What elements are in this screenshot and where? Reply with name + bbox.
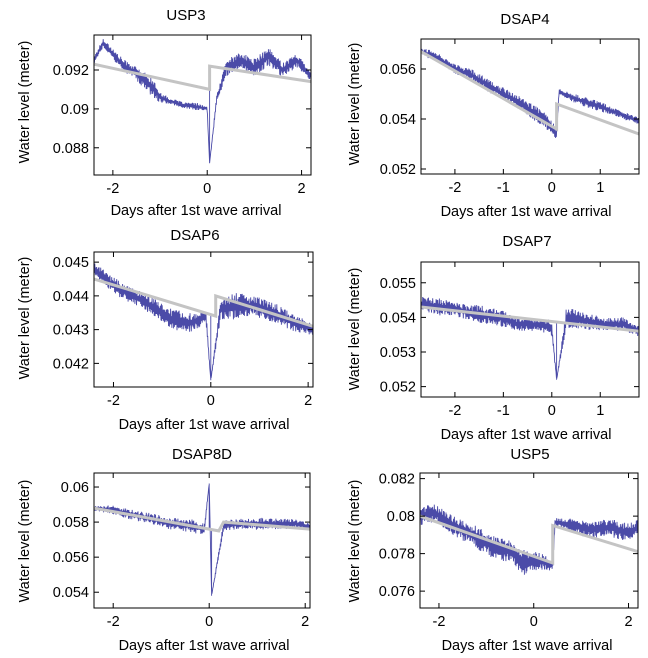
y-axis-label: Water level (meter) xyxy=(347,480,363,603)
y-tick-label: 0.055 xyxy=(380,276,416,292)
x-tick-label: -2 xyxy=(106,181,119,197)
series-trend-line xyxy=(94,277,313,328)
x-tick-label: 2 xyxy=(298,181,306,197)
x-tick-label: 1 xyxy=(596,403,604,419)
plot-area: -2 0 2 0.088 0.09 0.092 xyxy=(53,34,312,197)
plot-area: -2 0 2 0.054 0.056 0.058 0.06 xyxy=(53,472,311,630)
panel-dsap8d: DSAP8D Water level (meter) Days after 1s… xyxy=(17,446,311,654)
x-tick-label: 2 xyxy=(301,614,309,630)
y-tick-label: 0.052 xyxy=(380,380,416,396)
y-axis-label: Water level (meter) xyxy=(17,41,33,164)
y-tick-label: 0.056 xyxy=(53,550,89,566)
x-tick-label: 0 xyxy=(207,393,215,409)
x-tick-label: -2 xyxy=(107,393,120,409)
plot-area: -2 0 2 0.042 0.043 0.044 0.045 xyxy=(53,251,314,409)
y-tick-label: 0.043 xyxy=(53,323,89,339)
y-tick-label: 0.09 xyxy=(61,102,89,118)
panel-dsap6: DSAP6 Water level (meter) Days after 1st… xyxy=(17,227,314,433)
y-tick-label: 0.054 xyxy=(380,112,416,128)
x-tick-label: 0 xyxy=(530,614,538,630)
series-trend-line xyxy=(421,305,639,333)
x-axis-label: Days after 1st wave arrival xyxy=(111,203,282,219)
y-tick-label: 0.042 xyxy=(53,356,89,372)
x-tick-label: 1 xyxy=(596,180,604,196)
panel-title: USP5 xyxy=(510,446,549,463)
series-raw-line xyxy=(94,263,313,381)
y-tick-label: 0.078 xyxy=(379,547,415,563)
x-tick-label: -2 xyxy=(448,180,461,196)
series-raw-line xyxy=(420,504,638,575)
y-tick-label: 0.045 xyxy=(53,255,89,271)
axes-frame xyxy=(93,251,314,388)
x-axis-label: Days after 1st wave arrival xyxy=(441,204,612,220)
series-raw-line xyxy=(421,48,639,139)
y-tick-label: 0.08 xyxy=(387,509,415,525)
x-tick-label: 0 xyxy=(203,181,211,197)
y-axis-label: Water level (meter) xyxy=(17,480,33,603)
y-axis-label: Water level (meter) xyxy=(347,268,363,391)
x-axis-label: Days after 1st wave arrival xyxy=(441,427,612,443)
plot-area: -2 -1 0 1 0.052 0.053 0.054 0.055 xyxy=(380,261,640,419)
y-tick-label: 0.052 xyxy=(380,162,416,178)
x-tick-label: -1 xyxy=(497,180,510,196)
y-axis-label: Water level (meter) xyxy=(17,257,33,380)
panel-usp3: USP3 Water level (meter) Days after 1st … xyxy=(17,7,312,219)
y-tick-label: 0.092 xyxy=(53,63,89,79)
series-raw-line xyxy=(94,39,311,164)
x-tick-label: 0 xyxy=(548,403,556,419)
panel-dsap4: DSAP4 Water level (meter) Days after 1st… xyxy=(347,11,640,220)
plot-area: -2 0 2 0.076 0.078 0.08 0.082 xyxy=(379,472,639,630)
y-tick-label: 0.053 xyxy=(380,345,416,361)
axes-frame xyxy=(93,34,312,176)
panel-title: USP3 xyxy=(166,7,205,24)
panel-title: DSAP7 xyxy=(502,233,551,250)
x-tick-label: 2 xyxy=(304,393,312,409)
y-tick-label: 0.054 xyxy=(380,310,416,326)
y-tick-label: 0.054 xyxy=(53,585,89,601)
panel-title: DSAP8D xyxy=(172,446,232,463)
x-axis-label: Days after 1st wave arrival xyxy=(442,638,613,654)
y-tick-label: 0.058 xyxy=(53,515,89,531)
x-tick-label: -2 xyxy=(448,403,461,419)
y-tick-label: 0.082 xyxy=(379,472,415,488)
x-tick-label: 0 xyxy=(205,614,213,630)
x-axis-label: Days after 1st wave arrival xyxy=(119,417,290,433)
x-tick-label: -1 xyxy=(497,403,510,419)
axes-frame xyxy=(420,261,640,398)
y-tick-label: 0.088 xyxy=(53,141,89,157)
y-tick-label: 0.076 xyxy=(379,584,415,600)
x-tick-label: 0 xyxy=(548,180,556,196)
axes-frame xyxy=(93,472,311,609)
x-tick-label: -2 xyxy=(433,614,446,630)
y-axis-label: Water level (meter) xyxy=(347,43,363,166)
series-trend-line xyxy=(94,506,310,533)
panel-title: DSAP4 xyxy=(500,11,549,28)
y-tick-label: 0.044 xyxy=(53,289,89,305)
series-trend-line xyxy=(421,50,639,136)
panel-usp5: USP5 Water level (meter) Days after 1st … xyxy=(347,446,639,654)
series-raw-line xyxy=(94,483,310,596)
axes-frame xyxy=(420,38,640,175)
y-tick-label: 0.06 xyxy=(61,480,89,496)
axes-frame xyxy=(419,472,639,609)
series-trend-line xyxy=(94,62,311,92)
panel-title: DSAP6 xyxy=(170,227,219,244)
x-tick-label: -2 xyxy=(107,614,120,630)
series-trend-line xyxy=(420,514,638,566)
panel-dsap7: DSAP7 Water level (meter) Days after 1st… xyxy=(347,233,640,443)
x-axis-label: Days after 1st wave arrival xyxy=(119,638,290,654)
y-tick-label: 0.056 xyxy=(380,62,416,78)
plot-area: -2 -1 0 1 0.052 0.054 0.056 xyxy=(380,38,640,196)
x-tick-label: 2 xyxy=(624,614,632,630)
